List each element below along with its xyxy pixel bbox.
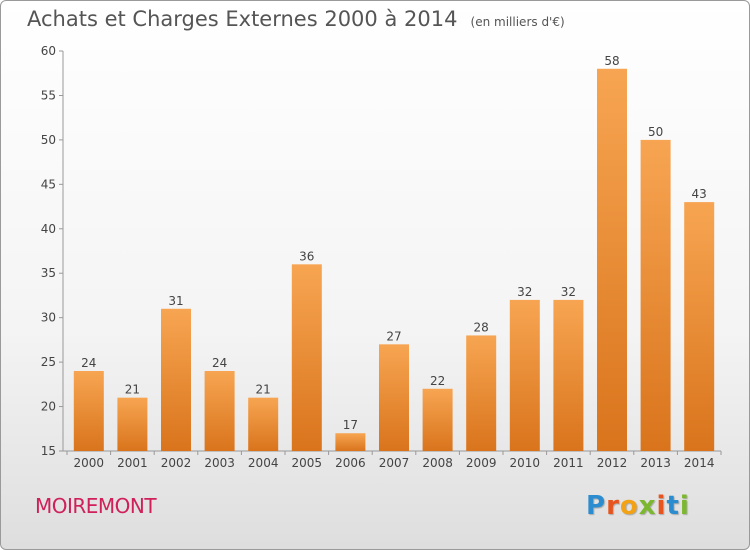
x-tick-label: 2011 (553, 456, 584, 470)
y-tick-label: 40 (41, 222, 56, 236)
x-tick-label: 2007 (379, 456, 410, 470)
logo-letter: x (638, 491, 657, 521)
x-tick-label: 2001 (117, 456, 148, 470)
x-tick-label: 2005 (292, 456, 323, 470)
chart-unit: (en milliers d'€) (470, 15, 565, 29)
logo-letter: i (656, 491, 667, 521)
bar-2001 (117, 397, 148, 451)
y-tick-label: 45 (41, 177, 56, 191)
x-tick-label: 2010 (510, 456, 541, 470)
x-tick-label: 2000 (74, 456, 105, 470)
logo-letter: t (666, 491, 680, 521)
y-tick-label: 15 (41, 444, 56, 458)
bar-2000 (73, 371, 104, 451)
y-tick-label: 25 (41, 355, 56, 369)
data-label: 27 (386, 329, 401, 343)
bar-2013 (640, 139, 671, 451)
chart-title: Achats et Charges Externes 2000 à 2014 (27, 7, 458, 31)
data-label: 43 (692, 187, 707, 201)
bar-2012 (597, 68, 627, 452)
data-label: 22 (430, 374, 445, 388)
x-tick-label: 2003 (204, 456, 235, 470)
data-label: 24 (212, 356, 227, 370)
logo-letter: o (619, 491, 639, 521)
bar-2010 (509, 299, 540, 451)
x-tick-label: 2012 (597, 456, 628, 470)
bar-2011 (553, 299, 584, 451)
data-label: 58 (604, 54, 619, 68)
data-label: 28 (474, 320, 489, 334)
logo-letter: i (679, 491, 690, 521)
data-label: 32 (561, 285, 576, 299)
y-tick-label: 60 (41, 44, 56, 58)
data-label: 50 (648, 125, 663, 139)
data-label: 32 (517, 285, 532, 299)
x-tick-label: 2004 (248, 456, 279, 470)
bar-2007 (379, 344, 409, 451)
y-tick-label: 20 (41, 400, 56, 414)
y-tick-label: 35 (41, 266, 56, 280)
x-tick-label: 2008 (422, 456, 453, 470)
x-tick-label: 2009 (466, 456, 497, 470)
bar-2005 (291, 264, 322, 451)
x-tick-label: 2006 (335, 456, 366, 470)
data-label: 36 (299, 249, 314, 263)
x-tick-label: 2013 (640, 456, 671, 470)
y-tick-label: 50 (41, 133, 56, 147)
data-label: 17 (343, 418, 358, 432)
bar-2004 (248, 397, 279, 451)
bar-2006 (335, 433, 366, 451)
data-label: 31 (168, 294, 183, 308)
y-tick-label: 55 (41, 88, 56, 102)
title-row: Achats et Charges Externes 2000 à 2014 (… (27, 7, 565, 31)
bar-2003 (204, 371, 235, 451)
commune-name: MOIREMONT (35, 494, 157, 518)
data-label: 24 (81, 356, 96, 370)
logo-letter: P (586, 491, 607, 521)
proxiti-logo: Proxiti (586, 491, 690, 521)
y-tick-label: 30 (41, 311, 56, 325)
bar-2014 (684, 202, 715, 451)
data-label: 21 (125, 383, 140, 397)
x-tick-label: 2014 (684, 456, 715, 470)
bar-2008 (422, 388, 453, 451)
data-label: 21 (256, 383, 271, 397)
bar-2002 (161, 308, 191, 451)
logo-letter: r (606, 491, 620, 521)
bar-2009 (466, 335, 497, 451)
x-tick-label: 2002 (161, 456, 192, 470)
